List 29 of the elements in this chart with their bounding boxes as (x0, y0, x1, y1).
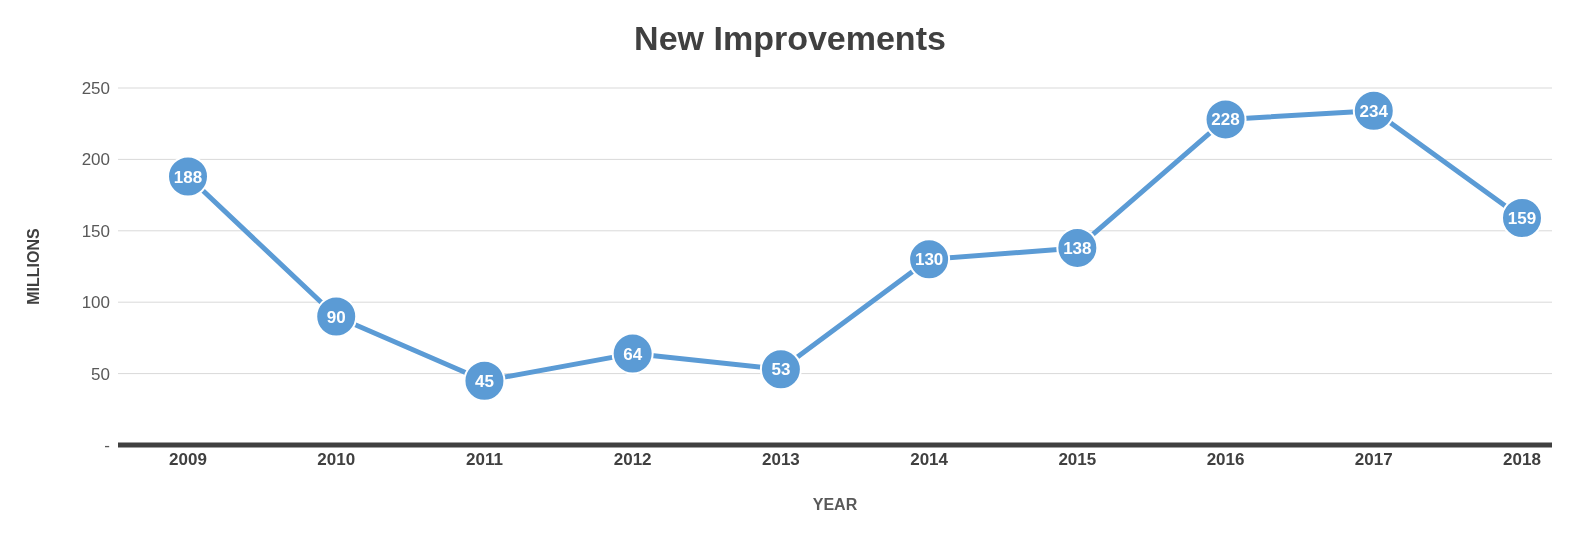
y-tick-label: - (104, 436, 110, 456)
x-tick-label: 2013 (761, 450, 800, 470)
data-label: 228 (1211, 110, 1240, 130)
y-axis-title: MILLIONS (24, 227, 42, 305)
data-label: 53 (771, 360, 791, 380)
y-tick-label: 250 (81, 79, 110, 99)
y-tick-label: 200 (81, 150, 110, 170)
x-tick-label: 2012 (613, 450, 652, 470)
data-label: 234 (1359, 101, 1389, 121)
data-label: 45 (474, 371, 494, 391)
x-tick-label: 2014 (910, 450, 949, 470)
x-tick-label: 2017 (1354, 450, 1393, 470)
data-label: 188 (173, 167, 203, 187)
data-label: 130 (914, 250, 944, 270)
x-tick-label: 2011 (466, 450, 503, 470)
data-label: 64 (623, 344, 643, 364)
x-tick-label: 2018 (1503, 450, 1541, 470)
y-tick-label: 100 (81, 293, 110, 313)
data-label: 90 (326, 307, 346, 327)
y-tick-label: 150 (81, 221, 110, 241)
data-label: 159 (1507, 208, 1537, 228)
x-tick-label: 2015 (1058, 450, 1097, 470)
y-tick-label: 50 (91, 364, 110, 384)
x-axis-title: YEAR (812, 496, 858, 513)
x-tick-label: 2016 (1206, 450, 1245, 470)
chart-title: New Improvements (633, 18, 947, 59)
x-tick-label: 2009 (169, 450, 207, 470)
x-tick-label: 2010 (317, 450, 356, 470)
data-label: 138 (1063, 238, 1092, 258)
